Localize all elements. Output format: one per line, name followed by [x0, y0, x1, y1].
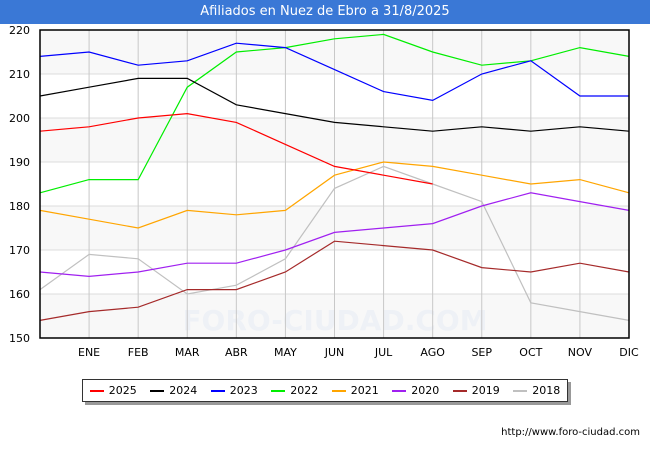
- legend-item-2022: 2022: [271, 384, 318, 397]
- legend-item-2020: 2020: [392, 384, 439, 397]
- legend-label: 2025: [108, 384, 137, 397]
- y-tick-label: 150: [9, 332, 30, 345]
- legend-item-2024: 2024: [150, 384, 197, 397]
- x-tick-label: JUL: [374, 346, 393, 359]
- legend-swatch: [89, 389, 104, 392]
- series-line-2020: [39, 192, 630, 278]
- x-tick-label: ABR: [225, 346, 248, 359]
- x-tick-label: AGO: [420, 346, 445, 359]
- x-tick-label: SEP: [471, 346, 492, 359]
- plot-border: [39, 29, 630, 339]
- legend-swatch: [513, 389, 528, 392]
- legend-item-2025: 2025: [89, 384, 137, 397]
- series-line-2019: [39, 240, 630, 321]
- series-line-2021: [39, 161, 630, 229]
- series-line-2024: [39, 77, 630, 132]
- legend-label: 2023: [229, 384, 258, 397]
- source-url[interactable]: http://www.foro-ciudad.com: [501, 427, 640, 438]
- series-line-2018: [39, 165, 630, 321]
- legend-item-2021: 2021: [331, 384, 379, 397]
- legend-swatch: [210, 389, 225, 392]
- legend: 2025 2024 2023 2022 2021 2020 2019 2018: [82, 379, 568, 402]
- x-tick-label: ENE: [78, 346, 100, 359]
- series-line-2025: [39, 112, 433, 185]
- legend-label: 2022: [290, 384, 319, 397]
- y-tick-label: 170: [9, 244, 30, 257]
- legend-label: 2020: [411, 384, 440, 397]
- x-tick-label: NOV: [568, 346, 593, 359]
- x-tick-label: MAY: [274, 346, 297, 359]
- legend-label: 2019: [471, 384, 500, 397]
- x-tick-label: JUN: [324, 346, 345, 359]
- x-tick-label: OCT: [519, 346, 542, 359]
- series-line-2023: [39, 42, 629, 102]
- x-tick-label: MAR: [175, 346, 200, 359]
- legend-label: 2024: [169, 384, 198, 397]
- chart-title: Afiliados en Nuez de Ebro a 31/8/2025: [0, 0, 650, 24]
- x-tick-label: FEB: [128, 346, 149, 359]
- legend-swatch: [452, 389, 467, 392]
- legend-label: 2021: [350, 384, 379, 397]
- legend-swatch: [331, 389, 346, 392]
- y-tick-label: 210: [9, 68, 30, 81]
- y-tick-label: 190: [9, 156, 30, 169]
- x-tick-label: DIC: [619, 346, 639, 359]
- y-tick-label: 160: [9, 288, 30, 301]
- legend-swatch: [150, 389, 165, 392]
- legend-item-2019: 2019: [452, 384, 500, 397]
- y-tick-label: 220: [9, 24, 30, 37]
- legend-item-2023: 2023: [210, 384, 258, 397]
- y-tick-label: 180: [9, 200, 30, 213]
- legend-item-2018: 2018: [513, 384, 560, 397]
- y-tick-label: 200: [9, 112, 30, 125]
- legend-swatch: [392, 389, 407, 392]
- legend-label: 2018: [532, 384, 561, 397]
- legend-swatch: [271, 389, 286, 392]
